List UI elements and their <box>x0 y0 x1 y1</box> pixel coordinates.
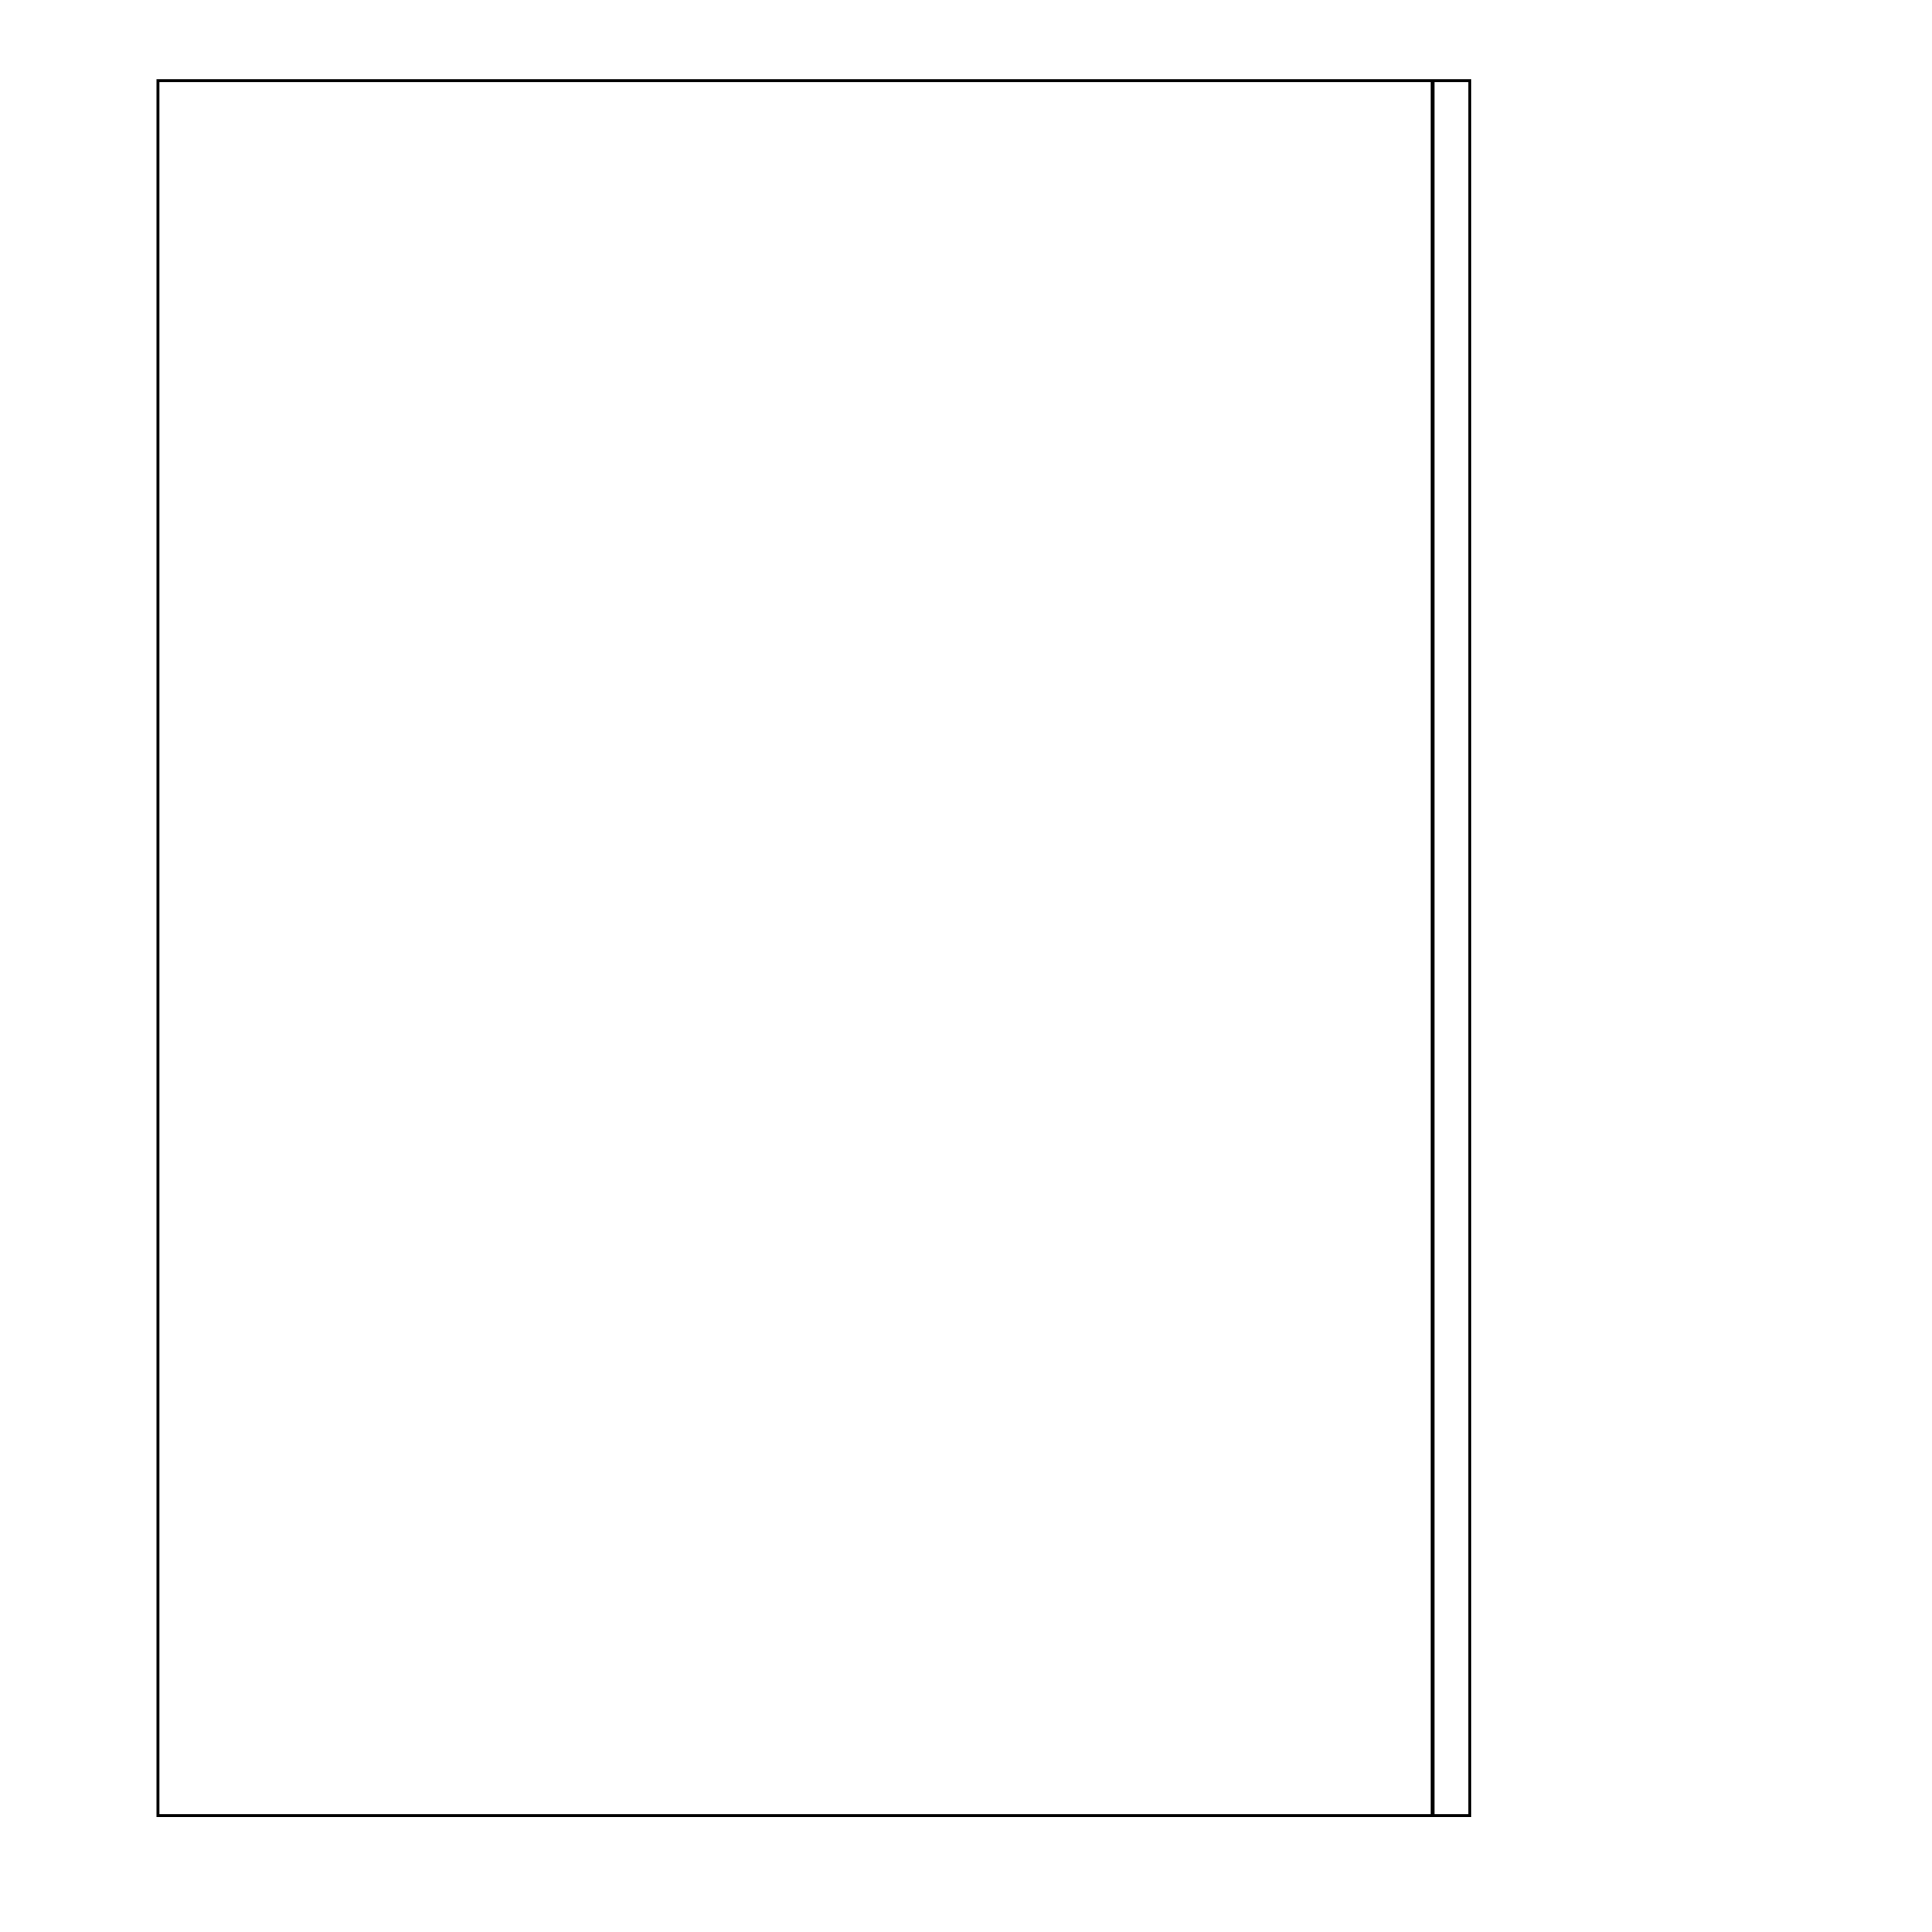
heatmap-plot-area <box>156 79 1435 1817</box>
colorbar <box>1431 79 1471 1817</box>
colorbar-canvas <box>1434 82 1468 1814</box>
heatmap-canvas <box>159 82 1432 1814</box>
